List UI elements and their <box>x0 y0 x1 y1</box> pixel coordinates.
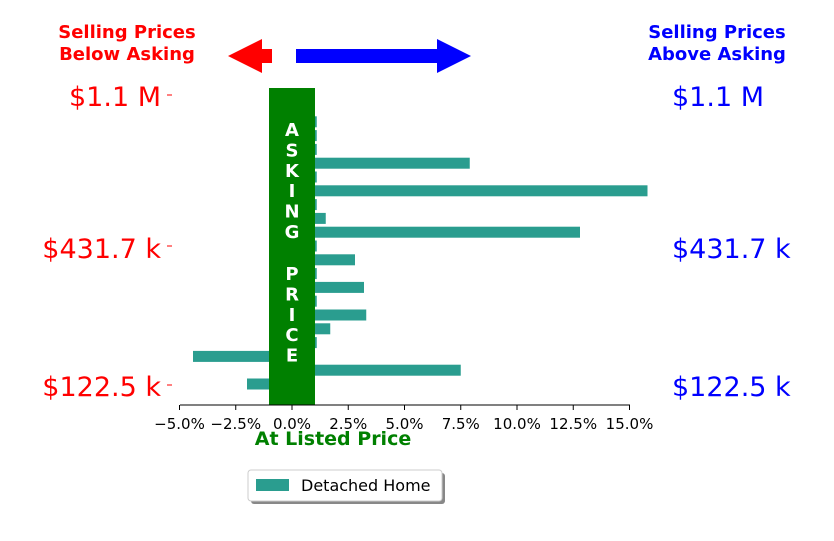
right-price-label-bottom: $122.5 k <box>672 372 791 403</box>
left-price-label-middle: $431.7 k <box>42 234 161 265</box>
right-arrow-icon <box>296 39 471 73</box>
bar-7 <box>292 281 364 293</box>
bar-16 <box>292 157 470 169</box>
legend-entry-detached-home: Detached Home <box>301 476 431 495</box>
left-arrow-icon <box>228 39 272 73</box>
x-tick-label-5: 7.5% <box>442 415 480 433</box>
x-tick-label-8: 15.0% <box>606 415 654 433</box>
legend-box <box>247 469 443 502</box>
legend: Detached Home <box>247 469 445 504</box>
x-tick-label-7: 12.5% <box>549 415 597 433</box>
band-letter-2: K <box>285 161 300 182</box>
x-axis-ticks: −5.0% −2.5% 0.0% 2.5% 5.0% 7.5% 10.0% 12.5% 15.0… <box>154 405 653 433</box>
bar-9 <box>292 254 355 266</box>
above-asking-title-line2: Above Asking <box>648 44 786 65</box>
below-asking-title-line1: Selling Prices <box>58 22 195 43</box>
x-tick-label-2: 0.0% <box>273 415 311 433</box>
below-asking-title-line2: Below Asking <box>59 44 195 65</box>
bar-11 <box>292 226 580 238</box>
legend-swatch <box>256 479 289 491</box>
x-tick-label-0: −5.0% <box>154 415 205 433</box>
asking-price-band <box>269 88 315 405</box>
band-letter-4: N <box>284 202 299 223</box>
band-letter-5: G <box>285 222 300 243</box>
band-letter-1: S <box>286 140 299 161</box>
left-price-label-bottom: $122.5 k <box>42 372 161 403</box>
band-letter-10: E <box>286 346 298 367</box>
band-letter-7: R <box>285 284 299 305</box>
right-price-label-top: $1.1 M <box>672 82 764 113</box>
right-price-label-middle: $431.7 k <box>672 234 791 265</box>
x-tick-label-4: 5.0% <box>385 415 423 433</box>
at-listed-price-label: At Listed Price <box>255 428 411 450</box>
x-tick-label-1: −2.5% <box>210 415 261 433</box>
x-tick-label-3: 2.5% <box>329 415 367 433</box>
band-letter-9: C <box>285 325 298 346</box>
bars-group <box>193 116 648 390</box>
left-price-label-top: $1.1 M <box>69 82 161 113</box>
bar-1 <box>292 364 461 376</box>
band-letter-3: I <box>289 181 296 202</box>
above-asking-title-line1: Selling Prices <box>648 22 785 43</box>
band-letter-8: I <box>289 305 296 326</box>
band-letter-6: P <box>285 264 298 285</box>
bar-14 <box>292 185 648 197</box>
band-letter-0: A <box>285 120 299 141</box>
x-tick-label-6: 10.0% <box>493 415 541 433</box>
bar-2 <box>193 350 292 362</box>
bar-5 <box>292 309 367 321</box>
